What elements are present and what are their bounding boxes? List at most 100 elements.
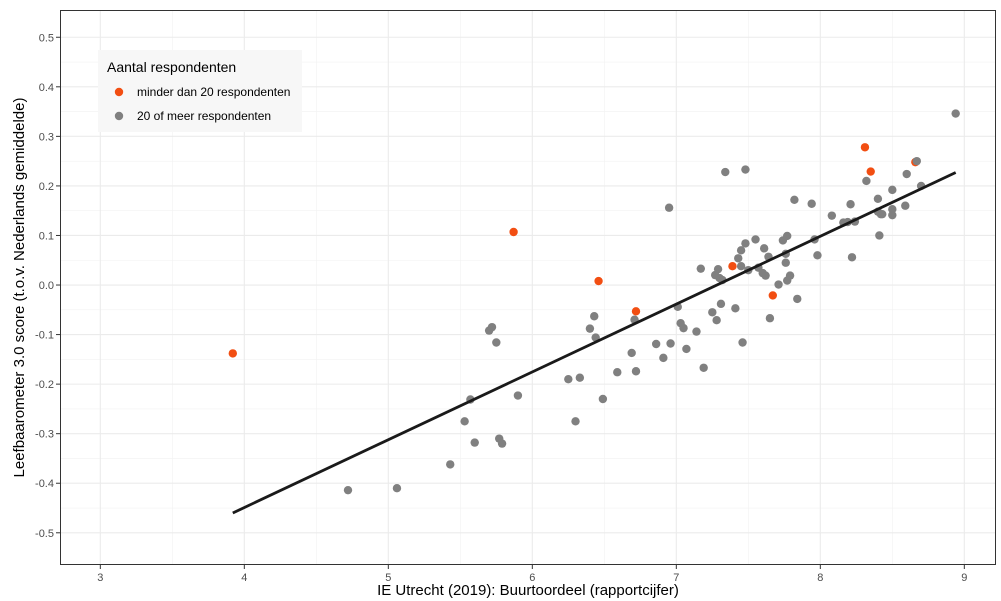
- point-20-of-meer: [827, 211, 837, 220]
- point-20-of-meer: [585, 324, 595, 333]
- major-gridlines: [60, 10, 996, 565]
- y-axis-label: Leefbaarometer 3.0 score (t.o.v. Nederla…: [11, 98, 28, 478]
- point-20-of-meer: [590, 312, 599, 321]
- y-tick-label: -0.3: [35, 429, 54, 441]
- point-20-of-meer: [741, 165, 750, 174]
- point-20-of-meer: [765, 314, 775, 323]
- point-20-of-meer: [741, 239, 750, 248]
- point-minder-dan-20: [631, 307, 641, 316]
- point-20-of-meer: [875, 231, 884, 240]
- y-tick-label: 0.4: [39, 82, 54, 94]
- point-20-of-meer: [392, 483, 402, 493]
- point-20-of-meer: [774, 280, 783, 289]
- point-20-of-meer: [807, 199, 816, 208]
- legend-key-20-of-meer: [114, 111, 124, 121]
- point-20-of-meer: [783, 231, 792, 241]
- point-20-of-meer: [878, 209, 887, 219]
- y-tick-label: 0.1: [39, 230, 54, 242]
- point-minder-dan-20: [509, 227, 518, 237]
- x-tick-label: 5: [385, 572, 391, 584]
- point-20-of-meer: [696, 264, 705, 273]
- point-20-of-meer: [713, 264, 723, 274]
- point-20-of-meer: [664, 203, 674, 212]
- regression-line: [232, 171, 957, 515]
- point-20-of-meer: [734, 254, 743, 263]
- point-20-of-meer: [575, 373, 585, 382]
- point-20-of-meer: [912, 156, 921, 166]
- y-tick-label: -0.1: [35, 330, 54, 342]
- point-20-of-meer: [751, 235, 760, 244]
- legend-title: Aantal respondenten: [107, 59, 236, 75]
- point-20-of-meer: [682, 344, 691, 354]
- x-tick-label: 8: [817, 572, 823, 584]
- point-20-of-meer: [736, 261, 746, 271]
- point-minder-dan-20: [228, 349, 237, 358]
- y-tick-label: -0.5: [35, 528, 54, 540]
- point-20-of-meer: [708, 308, 717, 317]
- plot-border: [60, 10, 996, 565]
- y-tick-label: 0.5: [39, 32, 54, 44]
- point-minder-dan-20: [866, 167, 875, 176]
- point-20-of-meer: [692, 327, 701, 336]
- legend-label-20-of-meer: 20 of meer respondenten: [137, 109, 271, 123]
- point-20-of-meer: [902, 169, 911, 179]
- minor-gridlines: [60, 10, 996, 565]
- point-20-of-meer: [699, 363, 708, 372]
- point-20-of-meer: [598, 394, 608, 404]
- point-20-of-meer: [793, 294, 802, 304]
- point-20-of-meer: [564, 374, 573, 384]
- point-20-of-meer: [497, 439, 507, 448]
- point-20-of-meer: [716, 299, 726, 309]
- point-20-of-meer: [666, 339, 675, 348]
- point-20-of-meer: [781, 258, 790, 267]
- y-tick-label: -0.4: [35, 478, 54, 490]
- point-20-of-meer: [513, 391, 523, 400]
- point-20-of-meer: [888, 185, 897, 195]
- point-20-of-meer: [651, 339, 661, 349]
- point-20-of-meer: [627, 348, 636, 358]
- point-20-of-meer: [613, 368, 622, 377]
- point-20-of-meer: [487, 322, 497, 332]
- y-tick-label: -0.2: [35, 379, 54, 391]
- point-minder-dan-20: [860, 143, 870, 152]
- y-axis-ticks: -0.5 -0.4 -0.3 -0.2 -0.1 0.0 0.1 0.2 0.3 0.4 0.5: [35, 32, 60, 540]
- y-tick-label: 0.2: [39, 181, 54, 193]
- point-20-of-meer: [470, 438, 479, 447]
- point-20-of-meer: [731, 304, 740, 313]
- point-20-of-meer: [888, 210, 897, 220]
- x-tick-label: 4: [241, 572, 247, 584]
- y-tick-label: 0.3: [39, 131, 54, 143]
- x-axis-label: IE Utrecht (2019): Buurtoordeel (rapport…: [377, 582, 679, 599]
- point-20-of-meer: [813, 251, 822, 260]
- y-tick-label: 0.0: [39, 280, 54, 292]
- point-20-of-meer: [873, 194, 883, 203]
- point-20-of-meer: [847, 253, 857, 262]
- point-minder-dan-20: [768, 291, 777, 300]
- point-20-of-meer: [659, 353, 668, 363]
- point-20-of-meer: [785, 271, 795, 280]
- point-20-of-meer: [761, 271, 770, 280]
- point-20-of-meer: [571, 417, 580, 426]
- x-tick-label: 9: [961, 572, 967, 584]
- point-20-of-meer: [901, 201, 910, 210]
- legend: Aantal respondenten minder dan 20 respon…: [98, 50, 302, 132]
- point-20-of-meer: [790, 195, 799, 204]
- legend-box: [98, 50, 302, 132]
- legend-key-minder-dan-20: [114, 87, 124, 97]
- point-20-of-meer: [343, 485, 353, 495]
- point-20-of-meer: [712, 316, 721, 325]
- point-20-of-meer: [446, 460, 455, 469]
- point-20-of-meer: [862, 176, 871, 186]
- point-minder-dan-20: [594, 276, 603, 286]
- point-20-of-meer: [888, 205, 897, 214]
- point-20-of-meer: [721, 167, 730, 177]
- legend-label-minder-dan-20: minder dan 20 respondenten: [137, 85, 290, 99]
- point-20-of-meer: [631, 367, 641, 376]
- x-axis-ticks: 3 4 5 6 7 8 9: [97, 565, 967, 584]
- point-20-of-meer: [736, 246, 746, 255]
- x-tick-label: 3: [97, 572, 103, 584]
- point-20-of-meer: [759, 244, 769, 253]
- point-20-of-meer: [679, 323, 688, 333]
- point-20-of-meer: [738, 338, 747, 347]
